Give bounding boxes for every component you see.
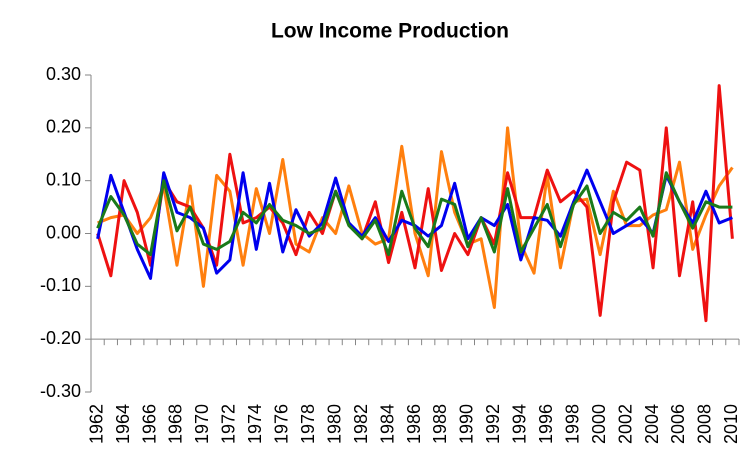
x-tick-label: 1962 bbox=[86, 404, 106, 444]
x-tick-label: 1984 bbox=[377, 404, 397, 444]
x-tick-label: 1974 bbox=[245, 404, 265, 444]
x-tick-label: 2006 bbox=[668, 404, 688, 444]
x-tick-label: 2000 bbox=[589, 404, 609, 444]
y-tick-label: 0.30 bbox=[46, 64, 81, 84]
x-tick-label: 1998 bbox=[562, 404, 582, 444]
x-tick-label: 1966 bbox=[139, 404, 159, 444]
x-tick-label: 1986 bbox=[404, 404, 424, 444]
x-tick-label: 2004 bbox=[642, 404, 662, 444]
y-tick-label: -0.20 bbox=[40, 328, 81, 348]
x-tick-label: 1994 bbox=[510, 404, 530, 444]
x-tick-label: 1968 bbox=[166, 404, 186, 444]
x-tick-label: 1990 bbox=[457, 404, 477, 444]
y-tick-label: -0.30 bbox=[40, 381, 81, 401]
chart-title: Low Income Production bbox=[271, 20, 509, 43]
x-tick-label: 1988 bbox=[430, 404, 450, 444]
x-tick-label: 2008 bbox=[695, 404, 715, 444]
x-tick-label: 1964 bbox=[113, 404, 133, 444]
x-tick-label: 1976 bbox=[272, 404, 292, 444]
x-tick-label: 1992 bbox=[483, 404, 503, 444]
x-tick-label: 1978 bbox=[298, 404, 318, 444]
y-tick-label: 0.00 bbox=[46, 222, 81, 242]
x-tick-label: 1970 bbox=[192, 404, 212, 444]
x-tick-label: 1980 bbox=[324, 404, 344, 444]
series-line bbox=[96, 171, 733, 257]
x-tick-label: 2002 bbox=[615, 404, 635, 444]
y-tick-label: 0.10 bbox=[46, 169, 81, 189]
y-tick-label: -0.10 bbox=[40, 275, 81, 295]
x-tick-label: 1972 bbox=[219, 404, 239, 444]
x-tick-label: 1982 bbox=[351, 404, 371, 444]
x-tick-label: 2010 bbox=[721, 404, 741, 444]
y-tick-label: 0.20 bbox=[46, 117, 81, 137]
x-tick-label: 1996 bbox=[536, 404, 556, 444]
